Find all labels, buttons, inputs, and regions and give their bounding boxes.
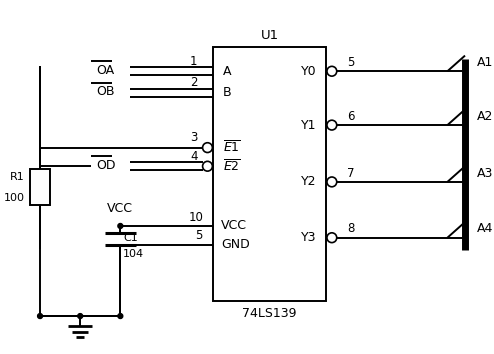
Text: OB: OB (96, 85, 114, 98)
Text: R1: R1 (9, 172, 24, 182)
Text: GND: GND (221, 238, 250, 251)
Text: 7: 7 (347, 167, 354, 179)
Text: Y0: Y0 (300, 65, 316, 78)
Text: VCC: VCC (221, 219, 247, 233)
Text: 74LS139: 74LS139 (243, 307, 297, 320)
Text: Y3: Y3 (301, 231, 316, 244)
Text: C1: C1 (124, 233, 138, 243)
Text: 6: 6 (347, 110, 354, 123)
Text: 3: 3 (190, 131, 198, 144)
Text: OA: OA (96, 64, 114, 77)
Text: OD: OD (96, 159, 116, 172)
Bar (30, 169, 50, 205)
Circle shape (118, 314, 123, 319)
Text: Y1: Y1 (301, 119, 316, 132)
Text: Y2: Y2 (301, 175, 316, 188)
Text: U1: U1 (261, 29, 279, 41)
Circle shape (78, 314, 82, 319)
Text: A4: A4 (477, 222, 493, 235)
Circle shape (38, 314, 42, 319)
Text: 10: 10 (188, 211, 203, 224)
Text: $\overline{E2}$: $\overline{E2}$ (223, 159, 241, 174)
Text: 5: 5 (195, 229, 203, 242)
Text: A3: A3 (477, 167, 493, 179)
Text: 1: 1 (190, 55, 198, 68)
Text: 104: 104 (124, 249, 144, 259)
Text: A2: A2 (477, 110, 493, 123)
Text: 4: 4 (190, 150, 198, 163)
Text: A: A (223, 65, 232, 78)
Text: A1: A1 (477, 56, 493, 69)
Bar (213, 47, 326, 301)
Text: 8: 8 (347, 222, 354, 235)
Text: B: B (223, 86, 232, 99)
Text: 100: 100 (3, 193, 24, 202)
Text: 2: 2 (190, 76, 198, 90)
Text: 5: 5 (347, 56, 354, 69)
Text: $\overline{E1}$: $\overline{E1}$ (223, 140, 241, 155)
Text: VCC: VCC (107, 202, 133, 215)
Circle shape (118, 223, 123, 228)
